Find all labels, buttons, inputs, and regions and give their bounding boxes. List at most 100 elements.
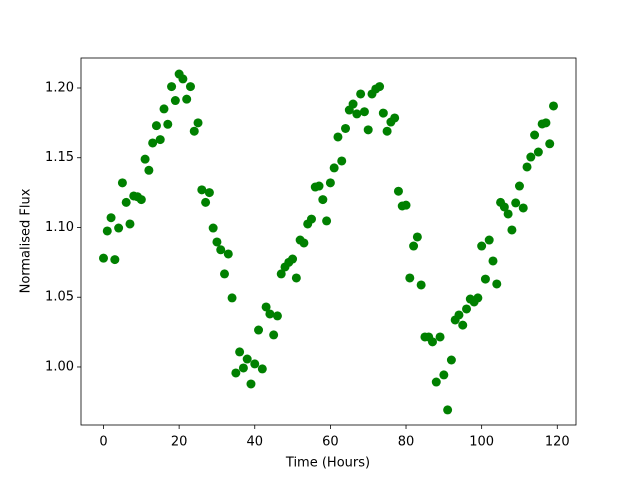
point (446, 355, 456, 365)
point (507, 225, 517, 235)
point (378, 108, 388, 118)
point (185, 82, 195, 92)
point (405, 273, 415, 283)
point (144, 165, 154, 175)
point (272, 311, 282, 321)
point (182, 94, 192, 104)
point (337, 156, 347, 166)
point (409, 241, 419, 251)
point (235, 347, 245, 357)
point (341, 123, 351, 133)
point (473, 293, 483, 303)
point (549, 101, 558, 111)
point (106, 213, 116, 223)
point (163, 119, 173, 129)
x-tick-label: 20 (171, 435, 188, 450)
x-tick-label: 40 (246, 435, 263, 450)
point (117, 178, 127, 188)
y-tick-label: 1.00 (45, 359, 74, 374)
point (533, 147, 543, 157)
x-tick-label: 0 (99, 435, 107, 450)
y-tick-label: 1.15 (45, 150, 74, 165)
point (197, 185, 207, 195)
point (416, 280, 426, 290)
point (231, 368, 241, 378)
point (518, 203, 528, 213)
point (238, 363, 248, 373)
point (151, 121, 161, 131)
point (503, 209, 513, 219)
point (462, 304, 472, 314)
point (299, 238, 309, 248)
point (382, 126, 392, 136)
x-axis-label: Time (Hours) (285, 456, 370, 471)
point (102, 226, 112, 236)
point (189, 126, 199, 136)
point (291, 273, 301, 283)
point (288, 254, 298, 264)
plot-frame (80, 57, 577, 426)
point (375, 82, 385, 92)
point (511, 198, 521, 208)
point (477, 241, 487, 251)
point (212, 237, 222, 247)
y-tick-label: 1.10 (45, 220, 74, 235)
point (443, 405, 453, 415)
point (318, 195, 328, 205)
point (480, 274, 490, 284)
point (401, 200, 411, 210)
point (242, 354, 252, 364)
point (431, 377, 441, 387)
point (220, 269, 230, 279)
point (530, 130, 540, 140)
point (329, 163, 339, 173)
point (499, 202, 509, 212)
x-tick-label: 60 (322, 435, 339, 450)
point (114, 223, 124, 233)
point (545, 139, 555, 149)
point (170, 96, 180, 106)
x-tick-label: 100 (469, 435, 494, 450)
point (250, 359, 260, 369)
point (261, 302, 271, 312)
point (99, 253, 108, 263)
point (439, 370, 449, 380)
point (352, 109, 362, 119)
point (427, 337, 437, 347)
point (254, 325, 264, 335)
x-tick-label: 80 (398, 435, 415, 450)
point (167, 82, 177, 92)
point (159, 104, 169, 114)
point (541, 118, 551, 128)
y-tick-label: 1.05 (45, 290, 74, 305)
point (390, 113, 400, 123)
point (269, 330, 279, 340)
point (333, 132, 343, 142)
point (435, 332, 445, 342)
point (458, 320, 468, 330)
point (325, 178, 335, 188)
point (412, 232, 422, 242)
point (348, 99, 358, 109)
point (223, 249, 233, 259)
point (514, 181, 524, 191)
point (193, 118, 203, 128)
point (492, 279, 502, 289)
point (276, 269, 286, 279)
point (204, 188, 214, 198)
point (265, 309, 275, 319)
point (246, 379, 256, 389)
point (484, 235, 494, 245)
point (110, 255, 120, 265)
point (227, 293, 237, 303)
point (314, 181, 324, 191)
point (178, 74, 188, 84)
point (125, 219, 135, 229)
point (322, 216, 332, 226)
point (148, 138, 158, 148)
y-tick-label: 1.20 (45, 80, 74, 95)
point (201, 197, 211, 207)
point (216, 245, 226, 255)
point (140, 154, 150, 164)
